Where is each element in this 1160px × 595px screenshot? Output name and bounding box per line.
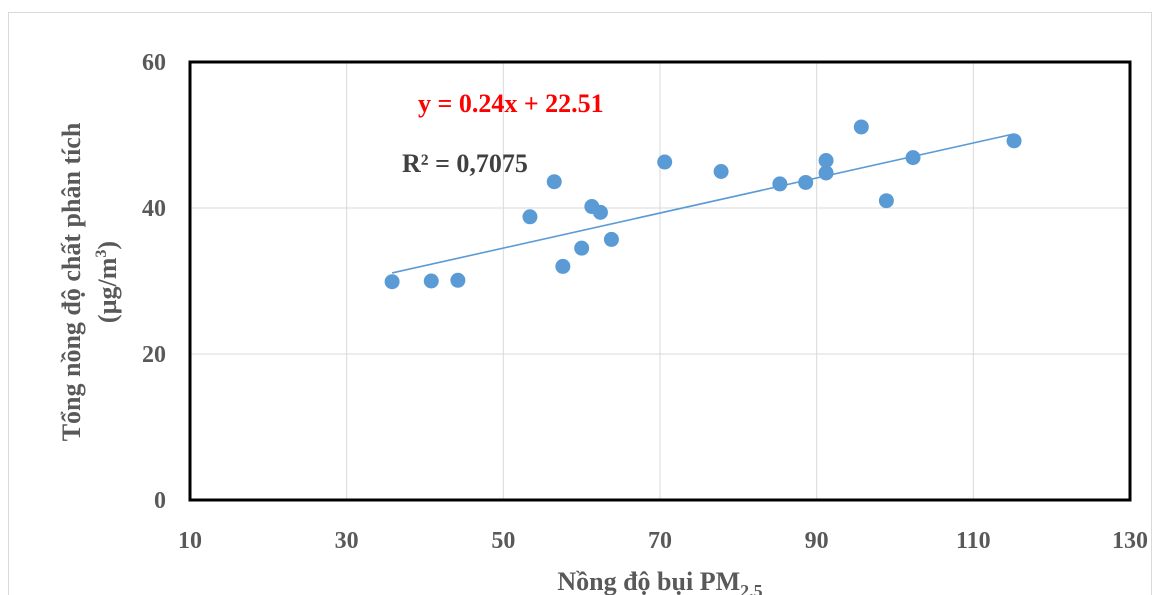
data-point <box>574 240 590 256</box>
data-point <box>657 154 673 170</box>
data-point <box>423 273 439 289</box>
plot-area-border <box>188 60 1132 502</box>
data-point <box>592 204 608 220</box>
y-axis-title-line1: Tổng nồng độ chất phân tích <box>57 122 86 441</box>
data-point <box>546 174 562 190</box>
data-point <box>798 174 814 190</box>
chart-frame <box>8 12 1152 595</box>
grid-lines <box>190 62 1130 500</box>
data-point <box>603 231 619 247</box>
y-axis-title: Tổng nồng độ chất phân tích (µg/m3) <box>57 122 122 441</box>
trendline-equation: y = 0.24x + 22.51 <box>418 89 604 118</box>
x-axis-title-text: Nồng độ bụi PM <box>557 567 740 595</box>
y-tick-labels: 0 20 40 60 <box>142 50 166 514</box>
data-points <box>384 119 1022 290</box>
data-point <box>713 164 729 179</box>
data-point <box>450 272 466 288</box>
x-tick-label: 10 <box>178 528 202 554</box>
data-point <box>818 153 834 169</box>
data-point <box>772 176 788 192</box>
x-tick-label: 110 <box>956 528 991 554</box>
data-point <box>878 193 894 209</box>
x-axis-title-subscript: 2.5 <box>740 581 763 595</box>
y-tick-label: 60 <box>142 50 166 76</box>
y-tick-label: 40 <box>142 196 166 222</box>
x-axis-title: Nồng độ bụi PM2.5 <box>557 567 762 595</box>
x-tick-label: 90 <box>805 528 829 554</box>
x-tick-labels: 10 30 50 70 90 110 130 <box>178 528 1148 554</box>
data-point <box>522 209 538 225</box>
data-point <box>905 150 921 166</box>
r-squared-label: R² = 0,7075 <box>402 149 528 178</box>
x-tick-label: 50 <box>491 528 515 554</box>
x-tick-label: 130 <box>1112 528 1148 554</box>
data-point <box>384 274 400 290</box>
data-point <box>555 258 571 274</box>
data-point <box>818 165 834 181</box>
y-tick-label: 20 <box>142 342 166 368</box>
x-tick-label: 70 <box>648 528 672 554</box>
x-tick-label: 30 <box>335 528 359 554</box>
y-tick-label: 0 <box>154 488 166 514</box>
data-point <box>1006 133 1022 149</box>
y-axis-title-line2: (µg/m3) <box>93 241 122 323</box>
data-point <box>853 119 869 135</box>
